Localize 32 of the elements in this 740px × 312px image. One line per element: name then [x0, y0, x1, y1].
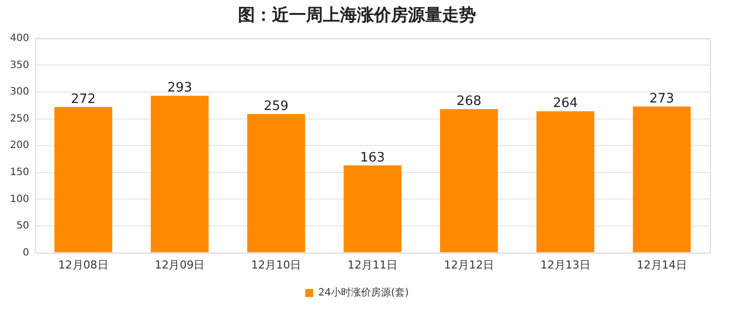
- data-label: 264: [552, 96, 578, 112]
- y-tick-label: 0: [22, 247, 30, 258]
- x-tick-label: 12月09日: [154, 258, 205, 272]
- x-tick-label: 12月13日: [540, 258, 590, 272]
- data-label: 273: [649, 91, 674, 106]
- chart-title: 图：近一周上海涨价房源量走势: [238, 6, 476, 26]
- bar: [632, 106, 691, 252]
- bar: [247, 114, 306, 252]
- bar: [54, 107, 112, 252]
- x-tick-label: 12月14日: [636, 258, 687, 272]
- x-tick-label: 12月12日: [444, 258, 494, 272]
- bar: [440, 109, 498, 252]
- y-tick-label: 100: [10, 194, 30, 205]
- data-label: 272: [70, 92, 96, 107]
- x-tick-label: 12月11日: [348, 258, 398, 272]
- y-tick-label: 400: [10, 32, 30, 44]
- bar: [150, 96, 209, 252]
- y-tick-label: 350: [10, 60, 30, 71]
- y-tick-label: 300: [10, 86, 30, 98]
- data-label: 163: [360, 150, 385, 166]
- y-tick-label: 250: [10, 113, 30, 124]
- y-tick-label: 150: [10, 166, 30, 178]
- x-tick-label: 12月08日: [58, 258, 108, 272]
- bar: [344, 165, 402, 252]
- data-label: 293: [167, 80, 192, 96]
- data-label: 259: [264, 98, 289, 114]
- legend-label: 24小时涨价房源(套): [318, 286, 409, 299]
- y-tick-label: 50: [16, 220, 30, 232]
- x-tick-label: 12月10日: [251, 258, 302, 272]
- bar: [536, 111, 594, 252]
- data-label: 268: [456, 94, 482, 110]
- y-tick-label: 200: [10, 140, 30, 152]
